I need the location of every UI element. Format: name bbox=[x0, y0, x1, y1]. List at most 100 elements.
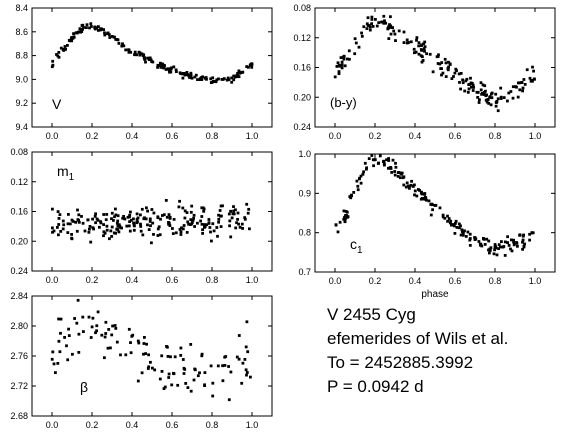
data-point bbox=[147, 353, 150, 357]
data-point bbox=[162, 387, 166, 390]
data-point bbox=[56, 362, 60, 365]
data-point bbox=[150, 208, 154, 211]
data-point bbox=[186, 220, 190, 224]
data-point bbox=[116, 38, 120, 42]
data-point bbox=[135, 218, 139, 221]
data-point bbox=[71, 220, 75, 223]
data-point bbox=[203, 226, 206, 229]
data-point bbox=[229, 209, 232, 213]
data-point bbox=[345, 57, 349, 61]
data-point bbox=[499, 245, 502, 249]
data-point bbox=[477, 240, 481, 243]
data-point bbox=[424, 196, 428, 200]
data-point bbox=[200, 206, 204, 210]
data-point bbox=[366, 16, 370, 20]
data-point bbox=[52, 229, 56, 233]
y-tick-label: 0.08 bbox=[10, 147, 28, 157]
data-point bbox=[462, 231, 465, 235]
panel-label: c1 bbox=[350, 236, 363, 256]
data-point bbox=[67, 213, 70, 216]
data-point bbox=[144, 217, 148, 221]
data-point bbox=[99, 220, 102, 223]
data-point bbox=[67, 334, 71, 337]
data-point bbox=[183, 368, 187, 371]
data-point bbox=[516, 95, 520, 99]
data-point bbox=[345, 210, 349, 214]
y-tick-label: 2.68 bbox=[10, 411, 28, 421]
data-point bbox=[147, 228, 151, 231]
data-point bbox=[162, 213, 166, 217]
data-point bbox=[78, 30, 82, 34]
data-point bbox=[110, 211, 114, 215]
data-point bbox=[70, 233, 73, 236]
data-point bbox=[444, 61, 448, 65]
data-point bbox=[232, 78, 236, 82]
data-point bbox=[357, 45, 361, 49]
data-point bbox=[106, 346, 110, 350]
data-point bbox=[87, 230, 91, 234]
y-tick-label: 0.20 bbox=[293, 92, 311, 102]
data-point bbox=[112, 35, 116, 39]
data-point bbox=[173, 355, 177, 359]
data-point bbox=[234, 208, 237, 212]
data-point bbox=[454, 67, 458, 71]
y-tick-label: 0.12 bbox=[293, 33, 311, 43]
y-tick-label: 0.08 bbox=[293, 3, 311, 13]
data-point bbox=[157, 64, 160, 67]
data-point bbox=[227, 212, 231, 216]
data-point bbox=[90, 325, 94, 329]
data-point bbox=[80, 215, 83, 218]
data-point bbox=[137, 50, 141, 54]
data-point bbox=[110, 217, 113, 221]
data-point bbox=[211, 222, 215, 226]
data-point bbox=[157, 225, 161, 229]
data-point bbox=[348, 57, 351, 61]
data-point bbox=[174, 68, 178, 72]
data-point bbox=[132, 217, 135, 221]
x-tick-label: 0.2 bbox=[86, 275, 99, 285]
x-tick-label: 0.6 bbox=[166, 131, 179, 141]
data-point bbox=[342, 217, 346, 221]
data-point bbox=[389, 167, 393, 170]
data-point bbox=[488, 247, 492, 251]
data-point bbox=[185, 231, 189, 234]
data-point bbox=[347, 49, 351, 53]
y-tick-label: 0.20 bbox=[10, 236, 28, 246]
data-point bbox=[192, 213, 196, 217]
data-point bbox=[198, 77, 202, 81]
data-point bbox=[468, 82, 472, 86]
x-tick-label: 1.0 bbox=[246, 131, 259, 141]
data-point bbox=[523, 242, 526, 246]
data-point bbox=[215, 78, 219, 82]
data-point bbox=[469, 76, 472, 80]
data-point bbox=[387, 37, 391, 40]
data-point bbox=[521, 86, 525, 90]
data-point bbox=[515, 85, 518, 89]
data-point bbox=[415, 36, 419, 39]
data-point bbox=[145, 206, 148, 210]
data-point bbox=[471, 89, 475, 92]
data-point bbox=[342, 54, 346, 58]
data-point bbox=[111, 324, 114, 328]
data-point bbox=[179, 230, 183, 234]
data-point bbox=[339, 56, 343, 59]
data-point bbox=[428, 52, 432, 56]
data-point bbox=[57, 317, 60, 321]
data-point bbox=[441, 215, 445, 219]
data-point bbox=[51, 350, 55, 354]
data-point bbox=[375, 24, 379, 28]
data-point bbox=[440, 61, 444, 64]
data-point bbox=[123, 217, 127, 221]
data-point bbox=[216, 234, 219, 238]
data-point bbox=[77, 351, 81, 354]
data-point bbox=[221, 78, 225, 81]
data-point bbox=[385, 158, 388, 162]
data-point bbox=[440, 73, 443, 77]
data-point bbox=[200, 352, 204, 356]
data-point bbox=[108, 36, 112, 39]
data-point bbox=[361, 172, 365, 176]
data-point bbox=[102, 223, 105, 226]
data-point bbox=[94, 212, 97, 216]
data-point bbox=[483, 84, 487, 88]
